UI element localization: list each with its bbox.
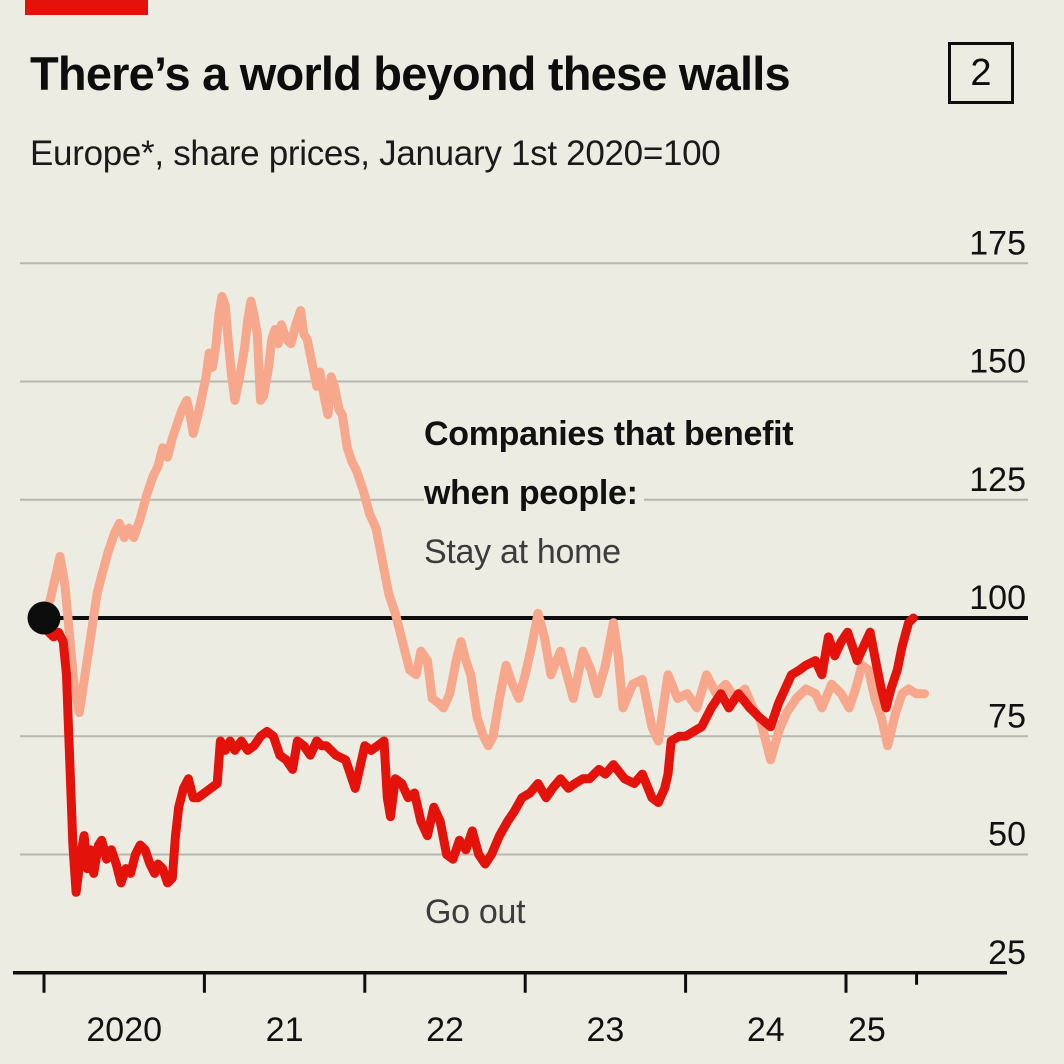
y-tick-label-50: 50 <box>988 816 1026 854</box>
chart-subtitle: Europe*, share prices, January 1st 2020=… <box>30 134 721 173</box>
y-tick-label-75: 75 <box>988 697 1026 735</box>
annotation-bold-line-2: when people: <box>424 464 644 523</box>
y-tick-label-100: 100 <box>969 579 1026 617</box>
x-tick-label-24: 24 <box>747 1011 785 1049</box>
series-label-stay-at-home: Stay at home <box>424 523 627 582</box>
y-tick-label-150: 150 <box>969 343 1026 381</box>
series-line-stay-at-home <box>39 291 930 765</box>
y-tick-label-125: 125 <box>969 461 1026 499</box>
x-tick-label-23: 23 <box>586 1011 624 1049</box>
annotation-bold-line-1: Companies that benefit <box>424 405 800 464</box>
x-tick-label-2020: 2020 <box>86 1011 162 1049</box>
chart-title: There’s a world beyond these walls <box>30 47 791 100</box>
annotation-companies: Companies that benefit when people: Stay… <box>424 405 800 582</box>
x-tick-label-25: 25 <box>848 1011 886 1049</box>
x-tick-label-22: 22 <box>426 1011 464 1049</box>
series-label-go-out: Go out <box>425 893 532 932</box>
x-tick-label-21: 21 <box>266 1011 304 1049</box>
index-badge-number: 2 <box>970 51 992 94</box>
y-tick-label-175: 175 <box>969 224 1026 262</box>
y-tick-label-25: 25 <box>988 934 1026 972</box>
start-point-marker <box>27 601 61 635</box>
brand-tag-bar <box>25 0 148 15</box>
index-badge: 2 <box>948 42 1014 104</box>
line-chart: 25 50 75 100 125 150 175 2020 21 22 23 24 25 <box>13 224 1028 1049</box>
series-line-go-out <box>39 613 918 897</box>
